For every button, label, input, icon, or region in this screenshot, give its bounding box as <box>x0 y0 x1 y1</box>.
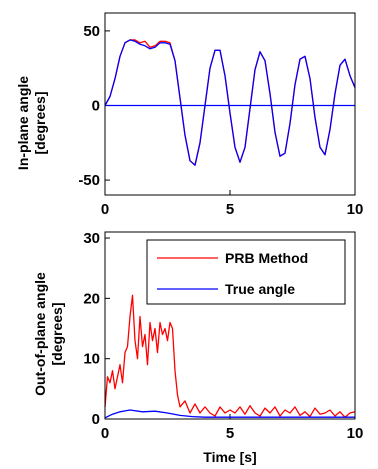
bottom-chart: Out-of-plane angle [degrees] 0 5 103020100… <box>32 230 363 465</box>
bottom-ytick-label: 20 <box>83 290 100 307</box>
top-xtick-label: 5 <box>226 201 234 218</box>
top-series-line-0 <box>104 39 356 166</box>
top-ytick-label: 0 <box>92 97 100 114</box>
bottom-xtick-label: 5 <box>226 425 234 442</box>
bottom-xtick-label: 0 <box>101 425 109 442</box>
bottom-chart-series <box>104 294 356 419</box>
top-xtick-label: 10 <box>347 201 364 218</box>
bottom-ylabel-line1: Out-of-plane angle <box>32 272 48 396</box>
bottom-xlabel: Time [s] <box>203 449 256 465</box>
bottom-chart-ylabel: Out-of-plane angle [degrees] <box>32 272 65 396</box>
legend-label-prb: PRB Method <box>225 250 308 266</box>
top-series-line-1 <box>104 39 356 166</box>
top-xtick-label: 0 <box>101 201 109 218</box>
top-ytick-label: 50 <box>83 23 100 40</box>
top-ytick-label: -50 <box>78 172 100 189</box>
bottom-xtick-label: 10 <box>347 425 364 442</box>
bottom-ytick-label: 0 <box>92 411 100 428</box>
legend-box <box>146 239 346 305</box>
bottom-ytick-label: 10 <box>83 351 100 368</box>
bottom-ytick-label: 30 <box>83 230 100 247</box>
bottom-series-line-1 <box>104 409 355 419</box>
legend-label-true: True angle <box>225 281 295 297</box>
bottom-chart-ticks: 0 5 10 30 20 10 0 <box>83 230 363 442</box>
bottom-ylabel-line2: [degrees] <box>49 302 65 365</box>
bottom-chart-axes-box <box>104 231 356 420</box>
top-ylabel-line2: [degrees] <box>32 91 48 154</box>
top-chart-ylabel: In-plane angle [degrees] <box>15 76 48 170</box>
top-chart-axes-box <box>104 12 356 196</box>
legend: PRB Method True angle <box>146 239 346 305</box>
top-ylabel-line1: In-plane angle <box>15 76 31 170</box>
top-chart-series <box>104 39 356 166</box>
bottom-series-line-0 <box>104 294 356 418</box>
